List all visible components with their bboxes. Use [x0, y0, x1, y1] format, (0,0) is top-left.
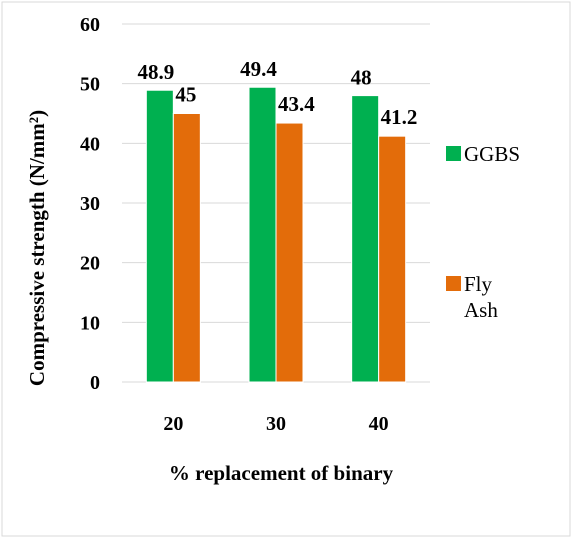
bar-ggbs-20	[145, 89, 174, 383]
data-label-fly-ash-20: 45	[175, 83, 196, 107]
y-tick-label-20: 20	[80, 253, 100, 275]
y-axis-tick-labels: 0 10 20 30 40 50 60	[80, 14, 100, 394]
data-label-fly-ash-30: 43.4	[278, 92, 315, 116]
legend-swatch-ggbs	[446, 146, 461, 161]
legend-label-fly-ash: Fly Ash	[464, 272, 498, 322]
data-label-ggbs-30: 49.4	[240, 57, 277, 81]
legend-label-ggbs: GGBS	[464, 142, 520, 166]
data-label-fly-ash-40: 41.2	[381, 105, 418, 129]
x-tick-label-40: 40	[369, 413, 389, 435]
data-labels: 48.945 49.443.4 48 41.2	[137, 57, 417, 129]
data-label-ggbs-40: 48	[351, 66, 372, 90]
legend-label-fly-ash-line1: Fly	[464, 272, 493, 296]
bar-ggbs-30	[248, 86, 277, 383]
legend-label-fly-ash-line2: Ash	[464, 298, 498, 322]
y-tick-label-40: 40	[80, 133, 100, 155]
x-axis-tick-labels: 20 30 40	[163, 413, 388, 435]
y-tick-label-0: 0	[90, 372, 100, 394]
data-label-ggbs-20: 48.9	[137, 60, 174, 84]
y-tick-label-30: 30	[80, 193, 100, 215]
legend: GGBS Fly Ash	[446, 142, 520, 322]
bar-fly-ash-20	[172, 113, 201, 383]
bar-fly-ash-30	[275, 122, 304, 383]
y-tick-label-60: 60	[80, 14, 100, 36]
y-axis-title: Compressive strength (N/mm²)	[25, 110, 49, 386]
y-tick-label-50: 50	[80, 74, 100, 96]
y-tick-label-10: 10	[80, 312, 100, 334]
legend-swatch-fly-ash	[446, 276, 461, 291]
x-axis-title: % replacement of binary	[169, 461, 394, 485]
bar-fly-ash-40	[378, 135, 407, 383]
bar-ggbs-40	[351, 95, 380, 383]
x-tick-label-30: 30	[266, 413, 286, 435]
bars	[145, 86, 407, 383]
x-tick-label-20: 20	[163, 413, 183, 435]
